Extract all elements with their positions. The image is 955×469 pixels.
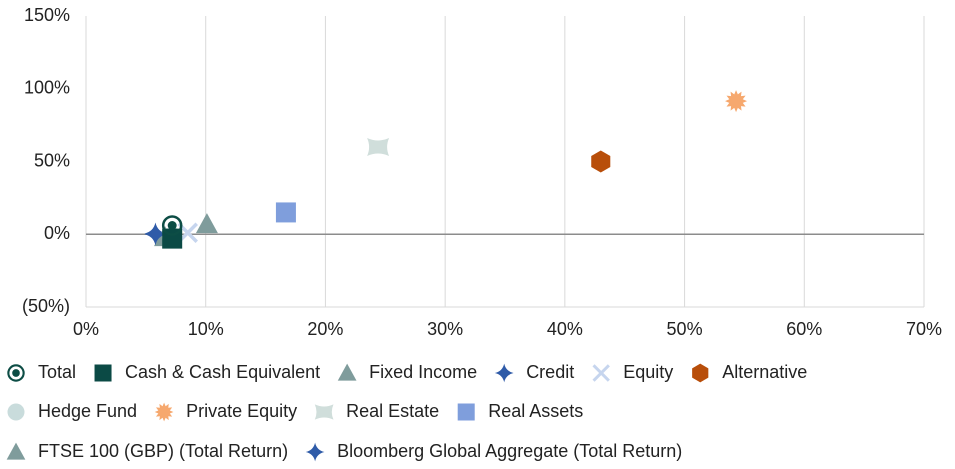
legend-marker	[494, 363, 514, 383]
point	[367, 137, 390, 156]
marker-shape	[725, 90, 748, 113]
legend-label: Alternative	[722, 362, 807, 382]
x-tick-label: 20%	[307, 319, 343, 339]
legend-label: Hedge Fund	[38, 401, 137, 421]
legend-label: Equity	[623, 362, 673, 382]
legend-label: Cash & Cash Equivalent	[125, 362, 320, 382]
x-tick-label: 30%	[427, 319, 463, 339]
marker-shape	[305, 442, 325, 462]
marker-shape	[161, 215, 183, 236]
legend-label: Real Assets	[488, 401, 583, 421]
y-tick-label: 100%	[24, 78, 70, 98]
point	[591, 150, 611, 173]
marker-shape	[275, 202, 296, 223]
legend-label: Real Estate	[346, 401, 439, 421]
x-tick-label: 50%	[667, 319, 703, 339]
marker-shape	[12, 369, 20, 377]
legend-marker	[6, 442, 26, 460]
legend-marker	[592, 364, 610, 382]
marker-shape	[592, 364, 610, 382]
marker-shape	[494, 363, 514, 383]
legend-label: Total	[38, 362, 76, 382]
legend-marker	[314, 404, 334, 420]
point	[144, 223, 167, 246]
legend-marker	[7, 403, 25, 421]
marker-shape	[154, 402, 174, 422]
legend-marker	[7, 364, 25, 382]
legend-marker	[457, 403, 475, 421]
legend-marker	[692, 363, 709, 383]
x-tick-label: 40%	[547, 319, 583, 339]
legend-label: Bloomberg Global Aggregate (Total Return…	[337, 441, 682, 461]
marker-shape	[457, 403, 475, 421]
y-tick-label: 0%	[44, 223, 70, 243]
legend-marker	[305, 442, 325, 462]
point	[275, 202, 296, 223]
marker-shape	[195, 213, 218, 234]
marker-shape	[94, 364, 112, 382]
point	[725, 90, 748, 113]
legend-marker	[154, 402, 174, 422]
point	[195, 213, 218, 234]
y-tick-label: 50%	[34, 150, 70, 170]
marker-shape	[692, 363, 709, 383]
legend-label: FTSE 100 (GBP) (Total Return)	[38, 441, 288, 461]
legend-marker	[94, 364, 112, 382]
marker-shape	[7, 364, 25, 382]
marker-shape	[6, 442, 26, 460]
y-tick-label: 150%	[24, 5, 70, 25]
legend-marker	[337, 363, 357, 381]
x-tick-label: 60%	[786, 319, 822, 339]
y-tick-label: (50%)	[22, 296, 70, 316]
marker-shape	[367, 137, 390, 156]
x-tick-label: 0%	[73, 319, 99, 339]
marker-shape	[314, 404, 334, 420]
marker-shape	[591, 150, 611, 173]
x-tick-label: 10%	[188, 319, 224, 339]
marker-shape	[144, 223, 167, 246]
marker-shape	[337, 363, 357, 381]
marker-shape	[167, 221, 177, 231]
legend-label: Private Equity	[186, 401, 297, 421]
marker-shape	[7, 403, 25, 421]
x-tick-label: 70%	[906, 319, 942, 339]
legend-label: Fixed Income	[369, 362, 477, 382]
legend-label: Credit	[526, 362, 574, 382]
point	[161, 215, 183, 236]
